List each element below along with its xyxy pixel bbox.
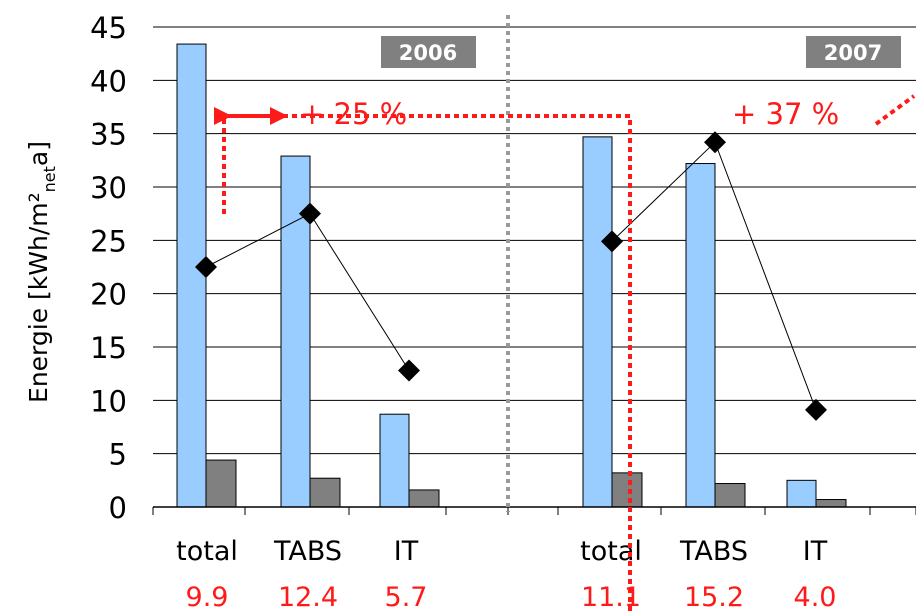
increase-arrow-extension xyxy=(874,94,916,126)
category-label: TABS xyxy=(679,536,748,567)
y-axis-ticks: 0 5 10 15 20 25 30 35 40 45 xyxy=(90,11,127,525)
bar-blue xyxy=(685,163,716,508)
diamond-marker xyxy=(704,131,726,154)
bar-gray xyxy=(714,483,746,508)
ratio-label: 5.7 xyxy=(385,582,428,613)
y-tick-label: 45 xyxy=(90,11,127,45)
year-box-2006: 2006 xyxy=(381,36,476,68)
ratio-label: 9.9 xyxy=(186,582,229,613)
category-label: IT xyxy=(394,536,419,567)
category-label: IT xyxy=(803,536,828,567)
diamond-marker xyxy=(299,202,321,225)
y-tick-label: 35 xyxy=(90,118,127,152)
year-label-2007: 2007 xyxy=(824,41,882,65)
y-tick-label: 5 xyxy=(109,438,127,472)
y-tick-label: 20 xyxy=(90,278,127,312)
ratio-label: 11.1 xyxy=(581,582,641,613)
category-label: total xyxy=(580,536,642,567)
y-tick-label: 15 xyxy=(90,331,127,365)
y-tick-label: 0 xyxy=(109,491,127,525)
y-axis-label: Energie [kWh/m²neta] xyxy=(24,141,59,403)
diamond-marker xyxy=(195,256,217,278)
increase-arrowhead xyxy=(214,107,232,125)
bar-gray xyxy=(815,499,847,508)
bar-gray xyxy=(205,459,237,508)
annotations xyxy=(214,94,916,614)
year-box-2007: 2007 xyxy=(806,36,901,68)
diamond-marker xyxy=(398,359,420,382)
y-tick-label: 25 xyxy=(90,224,127,258)
y-tick-label: 10 xyxy=(90,384,127,418)
y-tick-label: 30 xyxy=(90,171,127,205)
increase-label-2006: + 25 % xyxy=(300,97,407,131)
ratio-label: 4.0 xyxy=(794,582,837,613)
ratio-label: 12.4 xyxy=(278,582,338,613)
diamond-marker xyxy=(805,398,827,421)
diamond-marker xyxy=(601,230,623,253)
bar-blue xyxy=(379,413,410,508)
y-tick-label: 40 xyxy=(90,64,127,98)
bar-gray xyxy=(309,477,341,508)
year-label-2006: 2006 xyxy=(399,41,457,65)
diamond-markers xyxy=(195,131,827,421)
category-label: total xyxy=(176,536,238,567)
bar-blue xyxy=(176,43,207,508)
bar-blue xyxy=(786,479,817,508)
grid-lines xyxy=(153,26,916,508)
bar-blue xyxy=(582,136,613,508)
increase-label-2007: + 37 % xyxy=(732,97,839,131)
bar-gray xyxy=(408,489,440,508)
category-label: TABS xyxy=(273,536,342,567)
ratio-label: 15.2 xyxy=(684,582,744,613)
bar-gray xyxy=(611,472,643,508)
